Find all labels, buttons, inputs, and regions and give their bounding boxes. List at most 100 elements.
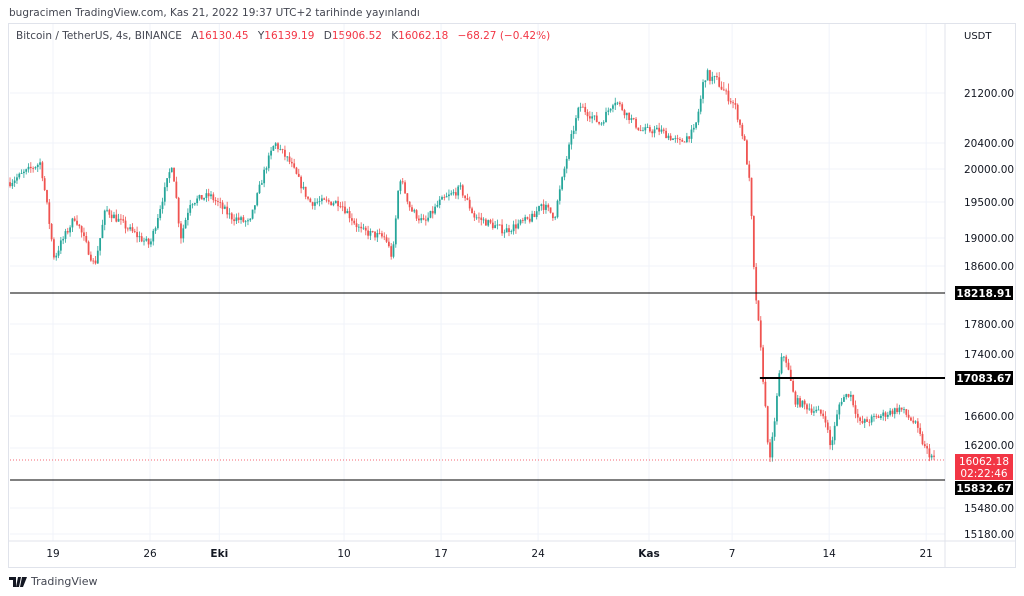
candle-up: [889, 410, 892, 415]
candle-down: [725, 90, 728, 92]
candle-down: [307, 196, 309, 199]
candle-up: [258, 184, 261, 194]
candle-up: [150, 241, 152, 245]
candle-up: [674, 138, 677, 140]
candle-up: [591, 116, 594, 119]
candle-down: [110, 214, 113, 219]
candle-down: [491, 222, 494, 229]
level-price-tag: [955, 481, 1013, 495]
candle-down: [115, 214, 118, 222]
candle-down: [912, 420, 915, 423]
candle-up: [713, 76, 716, 77]
candle-down: [665, 130, 667, 139]
candle-down: [424, 219, 427, 221]
time-tick-label: 26: [143, 548, 157, 560]
candle-up: [420, 218, 423, 221]
candle-down: [468, 199, 471, 209]
candle-up: [672, 138, 674, 140]
candle-down: [219, 202, 222, 203]
candle-up: [346, 211, 349, 214]
candle-up: [660, 129, 663, 132]
time-tick-label: 10: [337, 548, 350, 560]
candle-down: [293, 163, 296, 168]
candle-down: [480, 217, 483, 220]
candle-down: [230, 213, 233, 220]
candle-down: [471, 208, 473, 214]
candle-up: [357, 226, 360, 228]
candle-down: [418, 218, 420, 221]
candle-down: [632, 118, 635, 119]
candle-down: [875, 416, 878, 417]
candle-up: [487, 220, 490, 226]
candle-down: [635, 118, 637, 128]
candle-up: [117, 218, 120, 222]
candle-up: [653, 129, 656, 134]
candle-down: [411, 207, 413, 212]
candle-down: [9, 182, 11, 187]
candle-down: [89, 254, 92, 261]
candle-down: [431, 210, 434, 214]
time-tick-label: 7: [729, 548, 736, 560]
candle-up: [482, 219, 485, 221]
candle-down: [681, 140, 684, 142]
candle-down: [727, 90, 730, 102]
candle-down: [80, 226, 83, 233]
candle-up: [773, 421, 776, 437]
price-tick-label: 19500.00: [964, 197, 1014, 209]
tradingview-logo[interactable]: TradingView: [9, 575, 97, 588]
candle-up: [267, 155, 270, 169]
candle-up: [815, 409, 818, 412]
candle-up: [161, 201, 164, 210]
candle-down: [281, 149, 284, 150]
candle-up: [609, 108, 612, 111]
candle-down: [304, 186, 307, 197]
level-price-label: 15832.67: [956, 483, 1011, 495]
candle-up: [36, 164, 39, 168]
candle-up: [704, 80, 707, 83]
candle-down: [819, 409, 822, 414]
candle-up: [505, 228, 508, 233]
candle-up: [436, 204, 439, 207]
candle-down: [355, 223, 358, 228]
candle-down: [348, 211, 351, 219]
candle-up: [263, 169, 266, 184]
candle-down: [769, 442, 771, 458]
candle-up: [302, 186, 305, 189]
candle-down: [533, 213, 536, 218]
candle-down: [521, 220, 524, 221]
candle-up: [607, 110, 610, 112]
candle-down: [722, 89, 725, 91]
candle-up: [240, 217, 242, 220]
candle-down: [755, 266, 758, 301]
candle-down: [131, 227, 134, 232]
candle-down: [662, 129, 665, 131]
candle-down: [108, 209, 111, 215]
time-tick-label: Kas: [638, 548, 659, 560]
change-value: −68.27 (−0.42%): [457, 30, 551, 42]
candle-up: [399, 181, 402, 191]
candle-up: [577, 107, 580, 119]
candle-down: [353, 220, 356, 224]
candle-up: [205, 193, 208, 198]
candle-up: [332, 203, 335, 206]
candle-up: [106, 209, 108, 211]
candle-up: [193, 203, 196, 205]
candle-up: [880, 415, 882, 418]
candle-down: [847, 394, 850, 397]
candle-down: [900, 407, 903, 410]
candle-down: [921, 433, 924, 445]
candle-up: [25, 169, 28, 172]
candle-up: [849, 394, 852, 397]
candle-down: [177, 197, 180, 224]
candle-down: [586, 112, 589, 117]
candle-down: [323, 198, 326, 200]
last-price-tag: [955, 454, 1013, 480]
candle-up: [893, 408, 896, 415]
candle-down: [639, 130, 642, 131]
candle-up: [512, 224, 515, 232]
candle-up: [496, 224, 499, 226]
candle-up: [316, 201, 319, 203]
candle-up: [450, 193, 453, 195]
candle-down: [658, 127, 661, 132]
